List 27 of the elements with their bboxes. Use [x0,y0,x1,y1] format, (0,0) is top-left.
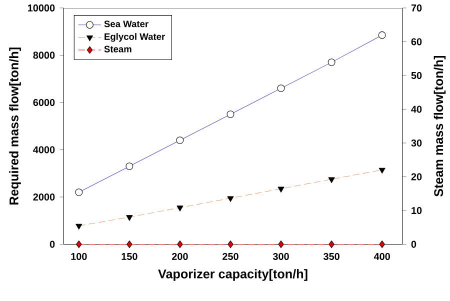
legend-label: Sea Water [104,20,148,27]
y2-tick-label: 40 [411,106,422,113]
x-tick-label: 150 [122,252,138,260]
y2-tick-label: 30 [411,139,422,146]
y2-tick-label: 60 [411,38,422,46]
x-tick-label: 200 [172,252,188,260]
x-tick-label: 100 [71,252,87,260]
y-tick-label: 4000 [33,146,55,154]
y-axis-title: Required mass flow[ton/h] [9,47,21,204]
y-tick-label: 0 [50,240,55,248]
y2-axis-title: Steam mass flow[ton/h] [434,56,446,196]
x-tick-label: 400 [374,252,390,260]
y-tick-label: 10000 [28,4,55,12]
x-tick-label: 250 [222,252,238,260]
legend-label: Steam [104,46,132,52]
y2-tick-label: 0 [411,240,416,248]
y2-tick-label: 10 [412,206,422,214]
x-tick-label: 300 [272,252,289,260]
y-tick-label: 2000 [33,193,55,200]
y-tick-label: 6000 [33,98,55,106]
x-tick-label: 350 [323,252,340,260]
y2-tick-label: 20 [411,173,422,180]
y2-tick-label: 70 [411,4,422,12]
y-tick-label: 8000 [33,52,55,59]
legend-label: Eglycol Water [104,32,165,42]
y2-tick-label: 50 [411,72,422,79]
x-axis-title: Vaporizer capacity[ton/h] [158,268,308,281]
